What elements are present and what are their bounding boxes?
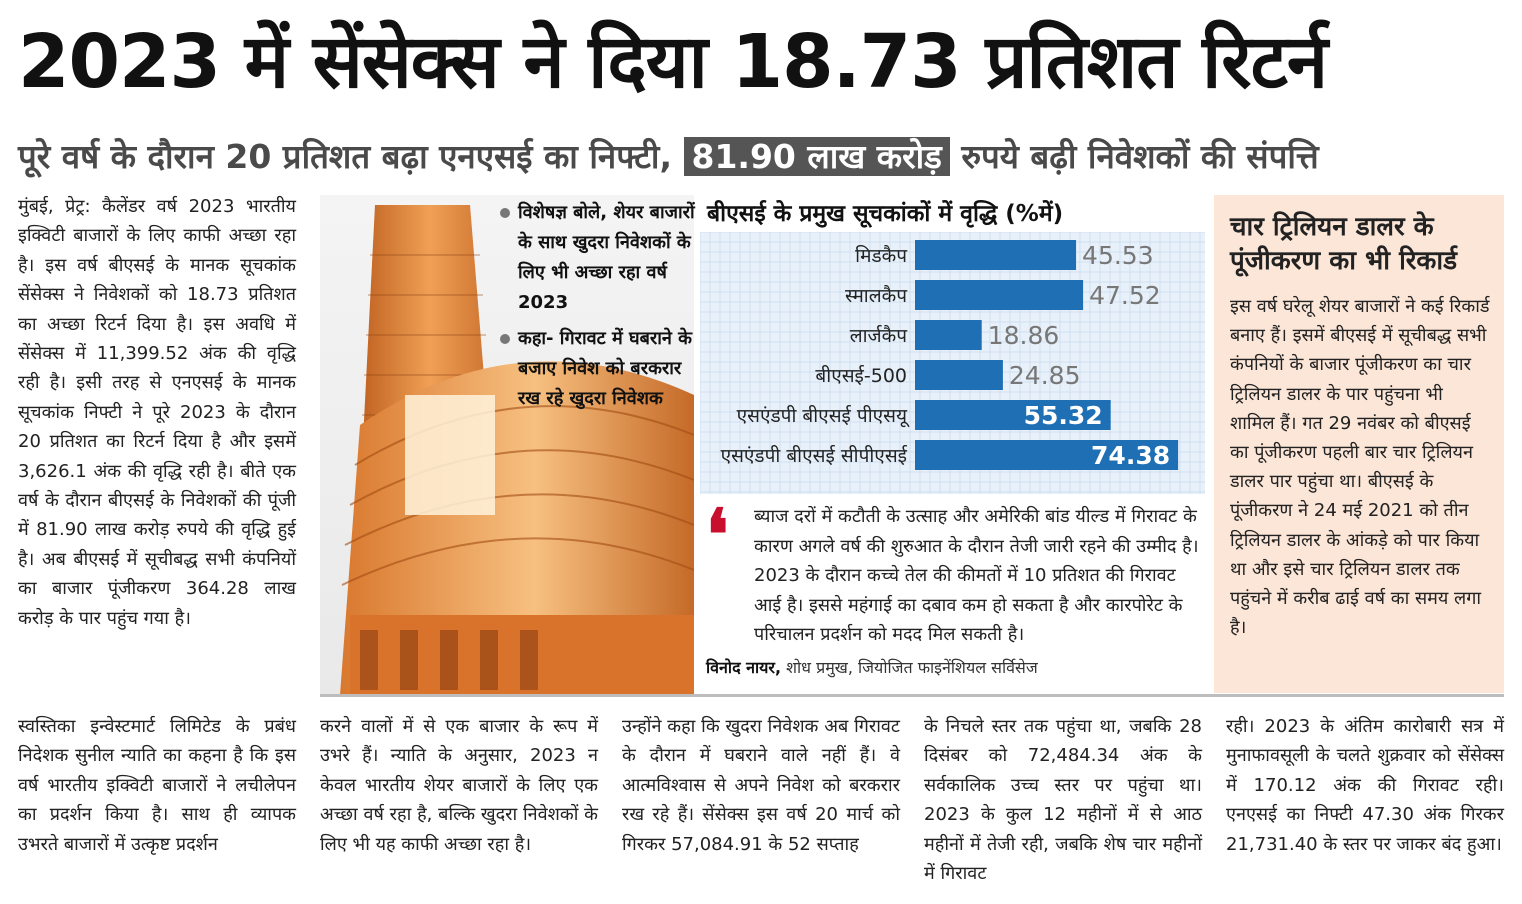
category-label: स्मालकैप — [845, 284, 908, 307]
quote-byline: विनोद नायर, शोध प्रमुख, जियोजित फाइनेंशि… — [706, 656, 1038, 678]
value-label: 45.53 — [1082, 241, 1154, 270]
highlight-bullets: विशेषज्ञ बोले, शेयर बाजारों के साथ खुदरा… — [500, 198, 695, 414]
bullet-dot-icon — [500, 208, 510, 218]
quote-designation: शोध प्रमुख, जियोजित फाइनेंशियल सर्विसेज — [786, 658, 1038, 677]
value-label: 47.52 — [1089, 281, 1161, 310]
bse-building-photo — [320, 195, 694, 695]
quote-mark-icon: ❛ — [706, 493, 729, 576]
bar — [915, 400, 1111, 430]
building-illustration — [340, 205, 694, 695]
bullet-text: विशेषज्ञ बोले, शेयर बाजारों के साथ खुदरा… — [518, 202, 695, 313]
body-column-4: के निचले स्तर तक पहुंचा था, जबकि 28 दिसं… — [924, 716, 1202, 885]
bar — [915, 320, 982, 350]
sidebar-title: चार ट्रिलियन डालर के पूंजीकरण का भी रिका… — [1230, 212, 1458, 276]
subhead-part1: पूरे वर्ष के दौरान 20 प्रतिशत बढ़ा एनएसई… — [18, 137, 672, 176]
value-label: 24.85 — [1009, 361, 1081, 390]
value-label: 55.32 — [1024, 401, 1103, 430]
bar — [915, 240, 1077, 270]
quote-text: ब्याज दरों में कटौती के उत्साह और अमेरिक… — [754, 506, 1199, 645]
body-column-2: करने वालों में से एक बाजार के रूप में उभ… — [320, 716, 598, 855]
bar — [915, 280, 1084, 310]
value-label: 74.38 — [1091, 441, 1170, 470]
subheadline: पूरे वर्ष के दौरान 20 प्रतिशत बढ़ा एनएसई… — [18, 132, 1508, 182]
body-column-3: उन्होंने कहा कि खुदरा निवेशक अब गिरावट क… — [622, 716, 900, 855]
quote-author: विनोद नायर, — [706, 658, 782, 677]
sidebar-box — [1214, 195, 1504, 693]
bse-index-growth-chart: मिडकैप 45.53 स्मालकैप 47.52 लार्जकैप 18.86 बीए… — [700, 232, 1205, 494]
sidebar-text: इस वर्ष घरेलू शेयर बाजारों ने कई रिकार्ड… — [1230, 296, 1490, 639]
category-label: एसएंडपी बीएसई सीपीएसई — [721, 444, 908, 467]
category-label: लार्जकैप — [850, 324, 908, 347]
category-label: बीएसई-500 — [815, 364, 907, 387]
bullet-item: कहा- गिरावट में घबराने के बजाए निवेश को … — [500, 324, 695, 414]
body-column-1: स्वस्तिका इन्वेस्टमार्ट लिमिटेड के प्रबं… — [18, 716, 296, 855]
bar — [915, 440, 1179, 470]
category-label: मिडकैप — [855, 244, 908, 267]
bullet-dot-icon — [500, 334, 510, 344]
expert-quote: ब्याज दरों में कटौती के उत्साह और अमेरिक… — [706, 502, 1206, 650]
bar — [915, 360, 1003, 390]
intro-column: मुंबई, प्रेट्र: कैलेंडर वर्ष 2023 भारतीय… — [18, 196, 296, 629]
value-label: 18.86 — [988, 321, 1060, 350]
section-divider — [320, 694, 1504, 697]
body-column-5: रही। 2023 के अंतिम कारोबारी सत्र में मुन… — [1226, 716, 1504, 855]
subhead-highlight: 81.90 लाख करोड़ — [683, 137, 950, 176]
category-label: एसएंडपी बीएसई पीएसयू — [737, 404, 910, 428]
subhead-part2: रुपये बढ़ी निवेशकों की संपत्ति — [961, 137, 1319, 176]
bullet-item: विशेषज्ञ बोले, शेयर बाजारों के साथ खुदरा… — [500, 198, 695, 318]
bullet-text: कहा- गिरावट में घबराने के बजाए निवेश को … — [518, 328, 692, 409]
chart-title: बीएसई के प्रमुख सूचकांकों में वृद्धि (%म… — [707, 201, 1064, 227]
headline: 2023 में सेंसेक्स ने दिया 18.73 प्रतिशत … — [18, 19, 1328, 105]
